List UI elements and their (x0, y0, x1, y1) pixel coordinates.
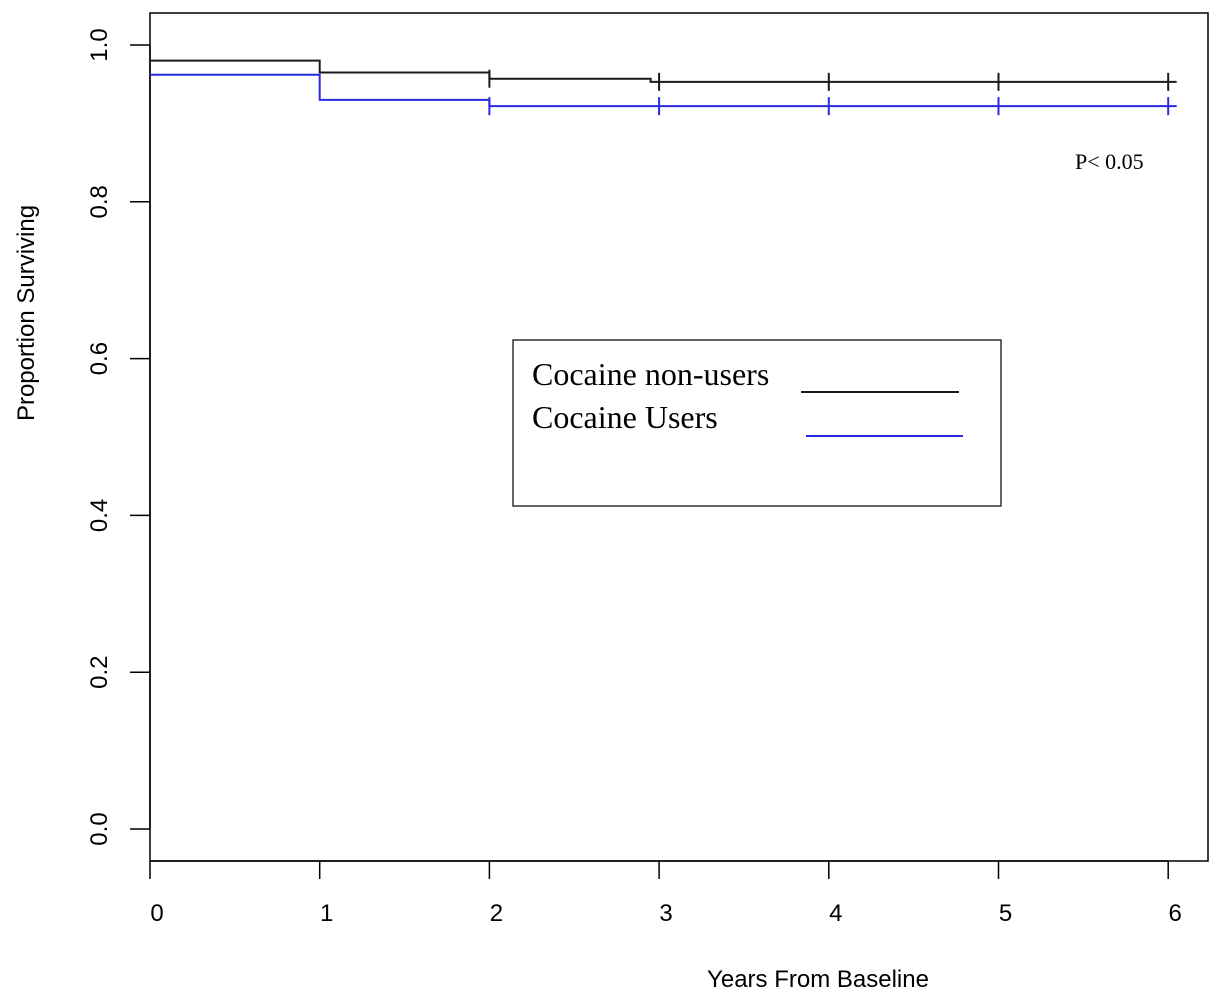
x-tick-label: 3 (659, 900, 672, 927)
x-tick-label: 1 (320, 900, 333, 927)
x-tick-label: 6 (1169, 900, 1182, 927)
x-tick-label: 4 (829, 900, 842, 927)
series-line-non-users (150, 59, 1177, 83)
x-tick-label: 5 (999, 900, 1012, 927)
p-value-annotation: P< 0.05 (1075, 149, 1144, 174)
series-line-users (150, 73, 1177, 108)
y-tick-label: 0.4 (86, 499, 113, 532)
x-tick-label: 2 (490, 900, 503, 927)
y-axis-label: Proportion Surviving (13, 205, 40, 421)
legend-box (512, 339, 1002, 507)
y-tick-label: 1.0 (86, 28, 113, 61)
x-axis: 0 1 2 3 4 5 6 (149, 860, 1182, 927)
legend-label-users: Cocaine Users (532, 399, 718, 435)
y-axis: 0.0 0.2 0.4 0.6 0.8 1.0 (86, 28, 151, 846)
y-tick-label: 0.0 (86, 812, 113, 845)
x-axis-label: Years From Baseline (707, 966, 929, 993)
legend: Cocaine non-users Cocaine Users (512, 339, 1002, 507)
x-tick-label: 0 (150, 900, 163, 927)
legend-label-non-users: Cocaine non-users (532, 356, 769, 392)
y-tick-label: 0.2 (86, 656, 113, 689)
y-tick-label: 0.6 (86, 342, 113, 375)
y-tick-label: 0.8 (86, 185, 113, 218)
series-layer (150, 59, 1177, 116)
